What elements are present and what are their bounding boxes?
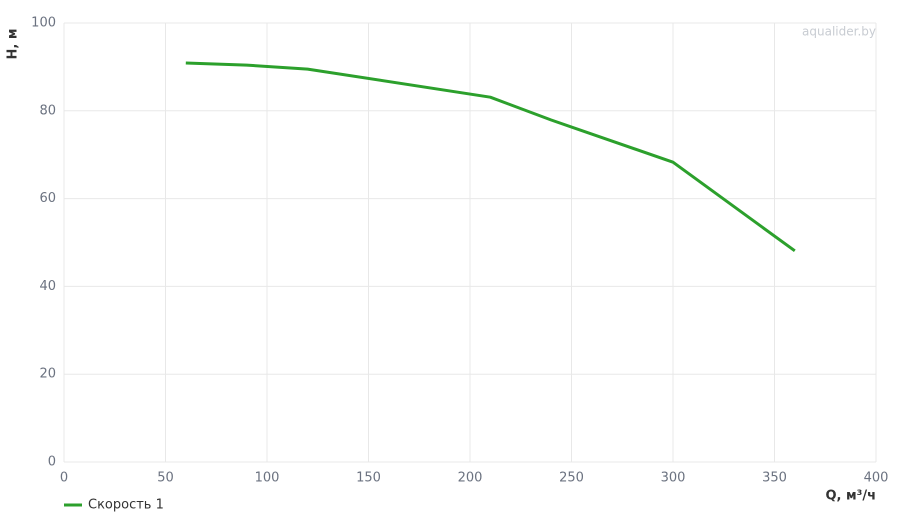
y-tick-label: 40 [39, 279, 56, 294]
x-tick-label: 400 [864, 471, 889, 486]
x-tick-label: 150 [356, 471, 381, 486]
x-tick-label: 100 [255, 471, 280, 486]
x-tick-label: 300 [661, 471, 686, 486]
y-tick-label: 80 [39, 103, 56, 118]
watermark: aqualider.by [802, 25, 876, 39]
x-tick-label: 250 [559, 471, 584, 486]
line-series [185, 61, 796, 253]
x-tick-label: 350 [762, 471, 787, 486]
y-tick-label: 20 [39, 367, 56, 382]
x-tick-label: 200 [458, 471, 483, 486]
x-axis-label: Q, м³/ч [825, 489, 876, 504]
y-tick-label: 0 [48, 455, 56, 470]
y-tick-label: 100 [31, 16, 56, 31]
y-tick-label: 60 [39, 191, 56, 206]
legend-label: Скорость 1 [88, 498, 164, 513]
x-tick-label: 0 [60, 471, 68, 486]
x-tick-label: 50 [157, 471, 174, 486]
y-axis-label: H, м [6, 29, 21, 60]
